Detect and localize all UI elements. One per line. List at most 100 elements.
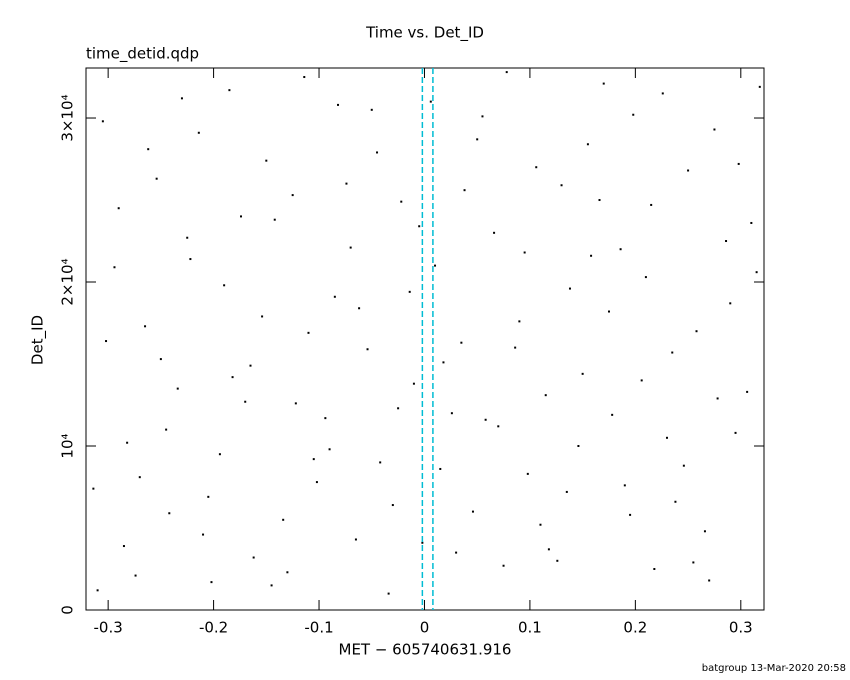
point <box>223 284 226 287</box>
point <box>434 264 437 267</box>
y-axis-label: Det_ID <box>29 315 48 365</box>
point <box>484 418 487 421</box>
x-tick-label: 0 <box>420 619 430 637</box>
point <box>577 445 580 448</box>
point <box>379 461 382 464</box>
point <box>671 351 674 354</box>
point <box>228 89 231 92</box>
point <box>92 487 95 490</box>
point <box>303 76 306 79</box>
point <box>653 568 656 571</box>
point <box>261 315 264 318</box>
point <box>713 128 716 131</box>
point <box>460 341 463 344</box>
point <box>463 189 466 192</box>
point <box>180 97 183 100</box>
point <box>202 533 205 536</box>
point <box>568 287 571 290</box>
point <box>692 561 695 564</box>
point <box>725 240 728 243</box>
point <box>117 207 120 210</box>
point <box>450 412 453 415</box>
x-tick-label: 0.1 <box>518 619 542 637</box>
point <box>210 581 213 584</box>
point <box>345 182 348 185</box>
point <box>307 331 310 334</box>
point <box>282 518 285 521</box>
point <box>526 472 529 475</box>
point <box>455 551 458 554</box>
point <box>586 143 589 146</box>
point <box>418 225 421 228</box>
point <box>165 428 168 431</box>
y-tick-label: 3×10⁴ <box>59 94 77 141</box>
point <box>337 103 340 106</box>
plot-frame <box>85 67 765 611</box>
point <box>324 417 327 420</box>
x-axis-label: MET − 605740631.916 <box>339 641 512 659</box>
point <box>218 453 221 456</box>
point <box>737 162 740 165</box>
point <box>539 523 542 526</box>
y-tick-label: 2×10⁴ <box>59 258 77 305</box>
point <box>312 458 315 461</box>
point <box>400 200 403 203</box>
point <box>750 221 753 224</box>
point <box>565 490 568 493</box>
point <box>315 481 318 484</box>
point <box>665 436 668 439</box>
point <box>159 358 162 361</box>
point <box>138 476 141 479</box>
point <box>629 513 632 516</box>
point <box>273 218 276 221</box>
point <box>113 266 116 269</box>
point <box>661 92 664 95</box>
point <box>471 510 474 513</box>
point <box>333 295 336 298</box>
point <box>476 138 479 141</box>
x-tick-label: -0.2 <box>199 619 228 637</box>
point <box>286 571 289 574</box>
point <box>544 394 547 397</box>
x-tick-label: 0.2 <box>623 619 647 637</box>
point <box>623 484 626 487</box>
point <box>734 431 737 434</box>
point <box>439 467 442 470</box>
point <box>674 500 677 503</box>
point <box>249 364 252 367</box>
point <box>518 320 521 323</box>
point <box>189 258 192 261</box>
point <box>354 538 357 541</box>
point <box>349 246 352 249</box>
point <box>412 382 415 385</box>
point <box>481 115 484 118</box>
point <box>126 441 129 444</box>
point <box>147 148 150 151</box>
point <box>101 120 104 123</box>
point <box>197 131 200 134</box>
point <box>602 82 605 85</box>
point <box>387 592 390 595</box>
point <box>708 579 711 582</box>
point <box>370 108 373 111</box>
point <box>122 545 125 548</box>
point <box>366 348 369 351</box>
x-tick-label: -0.3 <box>94 619 123 637</box>
point <box>328 448 331 451</box>
point <box>523 251 526 254</box>
point <box>497 425 500 428</box>
chart-subtitle: time_detid.qdp <box>86 45 199 64</box>
x-tick-label: -0.1 <box>304 619 333 637</box>
point <box>294 402 297 405</box>
point <box>755 271 758 274</box>
point <box>168 512 171 515</box>
point <box>376 151 379 154</box>
point <box>134 574 137 577</box>
point <box>716 397 719 400</box>
point <box>598 199 601 202</box>
point <box>421 541 424 544</box>
point <box>270 584 273 587</box>
point <box>547 548 550 551</box>
